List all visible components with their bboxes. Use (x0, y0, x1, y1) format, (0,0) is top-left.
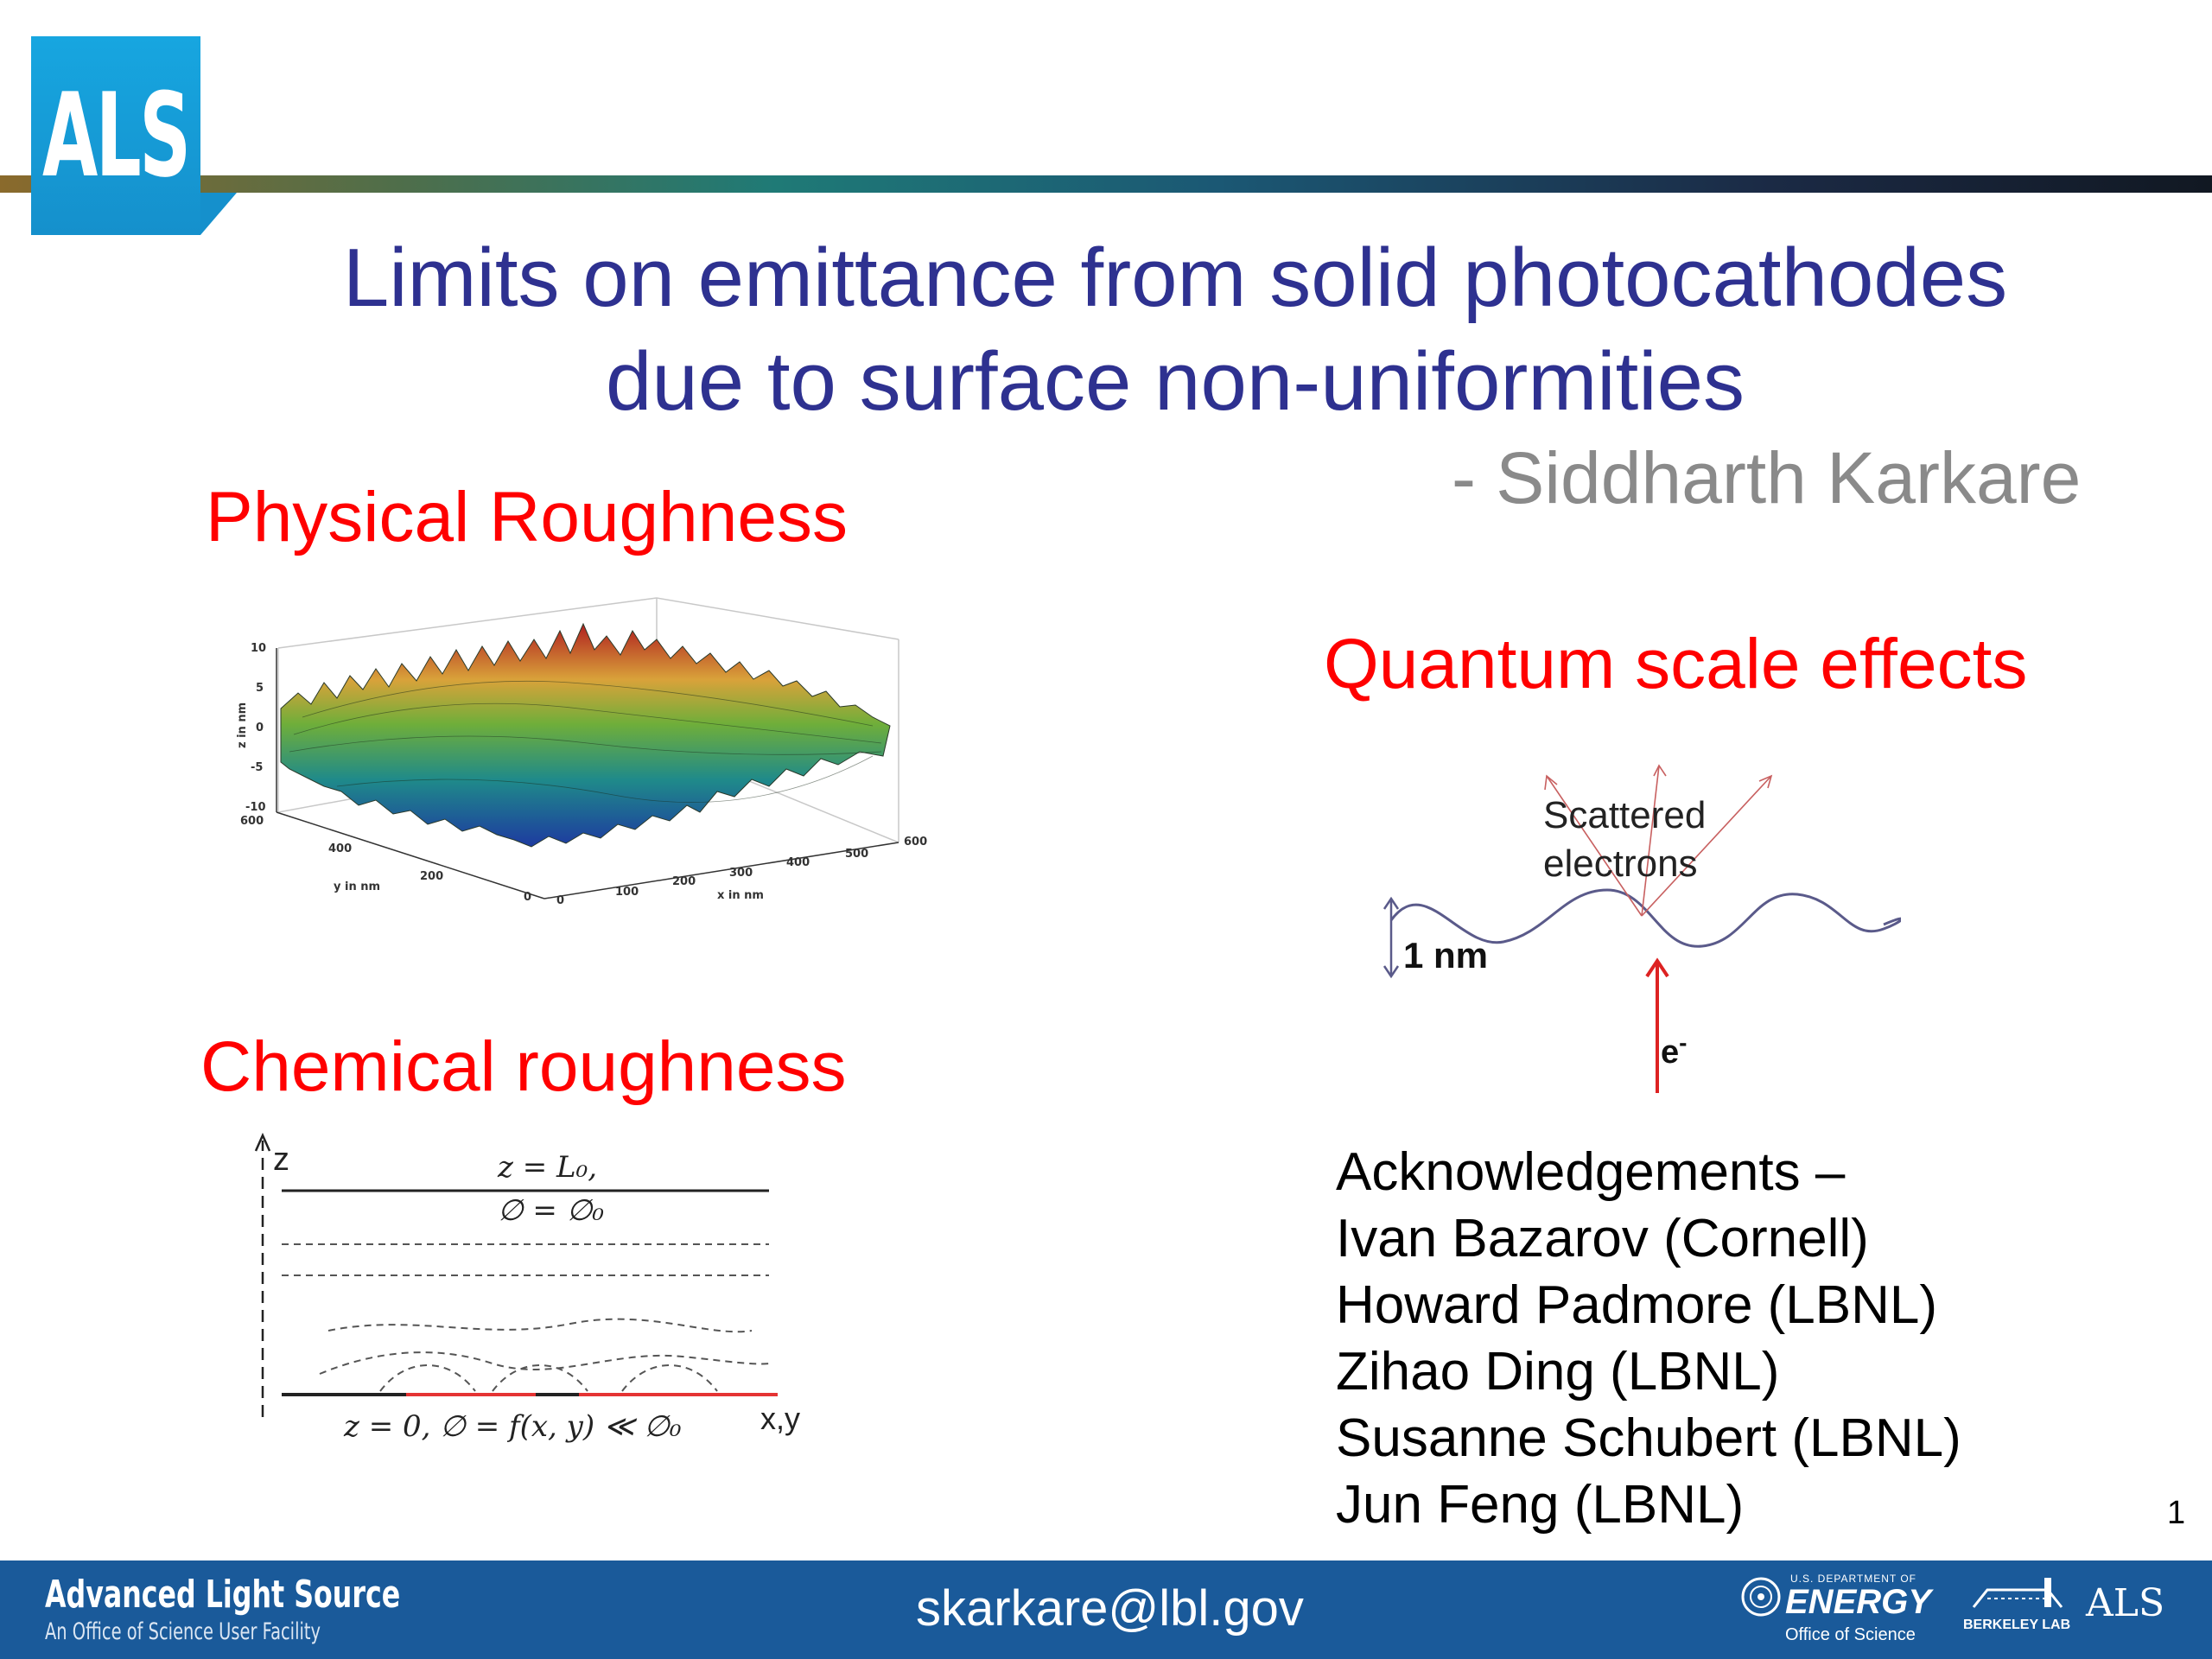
xy-axis-label: x,y (760, 1401, 800, 1436)
quantum-effects-heading: Quantum scale effects (1324, 625, 2028, 703)
surface-mesh (280, 622, 891, 848)
scattered-arrows (1544, 764, 1773, 917)
doe-seal-icon (1741, 1577, 1781, 1617)
ack-item: Howard Padmore (LBNL) (1336, 1275, 1938, 1335)
surface-roughness-plot: 10 5 0 -5 -10 600 400 200 0 0 100 200 30… (236, 597, 927, 907)
doe-office-text: Office of Science (1785, 1625, 1916, 1644)
header-gradient-bar (0, 175, 2212, 193)
z-axis-label: z (273, 1141, 289, 1178)
logo-text: ALS (42, 68, 191, 203)
doe-logo: U.S. DEPARTMENT OF ENERGY Office of Scie… (1738, 1573, 1931, 1645)
als-small-logo: ALS (2086, 1581, 2164, 1625)
z-tick-5: 5 (256, 682, 264, 695)
footer-email: skarkare@lbl.gov (916, 1580, 1304, 1637)
chemical-roughness-heading: Chemical roughness (200, 1027, 847, 1106)
z-tick-10: 10 (251, 642, 266, 655)
x-tick-0: 0 (556, 894, 564, 907)
z-tick-minus10: -10 (245, 801, 266, 814)
electron-label: e- (1661, 1029, 1687, 1071)
als-small-text: ALS (2086, 1581, 2165, 1625)
top-equation-1: z = L₀, (497, 1150, 597, 1185)
equipotential-lines (282, 1243, 770, 1392)
footer-bar (0, 1560, 2212, 1659)
chemical-roughness-diagram: z z = L₀, ∅ = ∅₀ z = 0, ∅ = f(x, y) ≪ ∅₀… (254, 1132, 800, 1444)
x-tick-100: 100 (615, 886, 639, 899)
ack-item: Ivan Bazarov (Cornell) (1336, 1209, 1869, 1268)
y-tick-0: 0 (524, 891, 531, 904)
incident-electron-arrow (1645, 957, 1669, 1093)
logo-notch (200, 193, 237, 235)
quantum-scattering-diagram: Scattered electrons 1 nm e- (1382, 764, 1901, 1093)
page-number: 1 (2167, 1495, 2186, 1531)
author-name: - Siddharth Karkare (1452, 437, 2082, 518)
z-tick-0: 0 (256, 721, 264, 734)
x-tick-200: 200 (672, 875, 696, 888)
y-tick-200: 200 (420, 870, 443, 883)
z-axis (254, 1132, 271, 1417)
y-tick-600: 600 (240, 815, 264, 828)
plot-axes (276, 648, 899, 899)
physical-roughness-heading: Physical Roughness (206, 478, 848, 556)
footer-org-name: Advanced Light Source (45, 1573, 401, 1617)
title-line-2: due to surface non-uniformities (605, 335, 1745, 428)
bottom-equation: z = 0, ∅ = f(x, y) ≪ ∅₀ (343, 1409, 682, 1444)
x-axis-label: x in nm (717, 889, 764, 902)
als-logo: ALS (31, 36, 200, 235)
scattered-label-1: Scattered (1543, 794, 1706, 836)
acknowledgements: Acknowledgements – Ivan Bazarov (Cornell… (1336, 1139, 1961, 1538)
ack-heading: Acknowledgements – (1336, 1142, 1846, 1202)
berkeley-lab-logo: BERKELEY LAB (1963, 1573, 2070, 1633)
footer-organization: Advanced Light Source An Office of Scien… (45, 1573, 538, 1645)
footer-org-subtitle: An Office of Science User Facility (45, 1618, 321, 1645)
surface-mesh-lines (289, 680, 882, 803)
slide-title: Limits on emittance from solid photocath… (207, 226, 2143, 434)
surface-wave (1389, 888, 1901, 948)
doe-small-text: U.S. DEPARTMENT OF (1790, 1573, 1917, 1585)
x-tick-400: 400 (786, 856, 810, 869)
top-equation-2: ∅ = ∅₀ (498, 1193, 604, 1228)
x-tick-500: 500 (845, 848, 868, 861)
ack-item: Susanne Schubert (LBNL) (1336, 1408, 1961, 1468)
title-line-1: Limits on emittance from solid photocath… (342, 232, 2008, 324)
z-tick-minus5: -5 (251, 761, 263, 774)
ack-item: Zihao Ding (LBNL) (1336, 1342, 1780, 1402)
ack-item: Jun Feng (LBNL) (1336, 1475, 1745, 1535)
y-axis-label: y in nm (334, 880, 380, 893)
y-tick-400: 400 (328, 842, 352, 855)
berkeley-building-icon (1972, 1578, 2063, 1608)
z-axis-label: z in nm (236, 702, 249, 748)
scale-label: 1 nm (1403, 935, 1488, 976)
doe-main-text: ENERGY (1785, 1583, 1931, 1621)
scale-arrow (1382, 896, 1400, 979)
berkeley-lab-text: BERKELEY LAB (1963, 1618, 2071, 1632)
x-tick-300: 300 (729, 867, 753, 880)
x-tick-600: 600 (904, 836, 927, 849)
scattered-label-2: electrons (1543, 842, 1698, 885)
